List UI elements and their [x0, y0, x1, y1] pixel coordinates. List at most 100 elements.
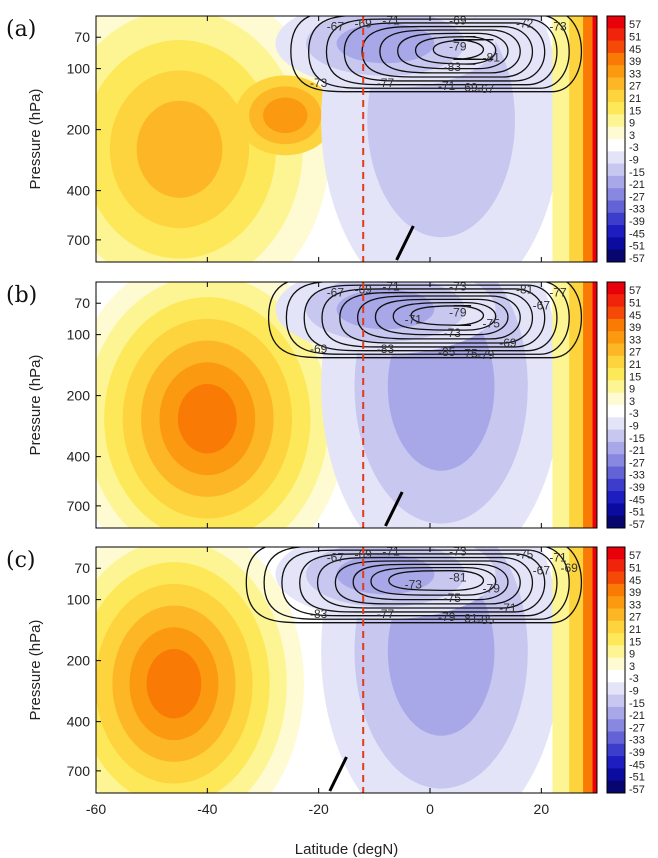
contour-label: -67 [327, 20, 345, 34]
colorbar-tick-label: 3 [629, 661, 635, 673]
y-tick-label: 70 [74, 560, 90, 576]
temperature-contour-line [263, 547, 570, 620]
colorbar-tick-label: 9 [629, 649, 635, 661]
colorbar-tick-label: -33 [629, 204, 645, 216]
colorbar-tick-label: 51 [629, 32, 641, 44]
colorbar-tick-label: 33 [629, 599, 641, 611]
y-tick-label: 200 [67, 388, 91, 404]
colorbar-swatch [607, 515, 625, 529]
temperature-contour-line [392, 301, 497, 331]
colorbar-swatch [607, 77, 625, 91]
y-tick-label: 700 [67, 232, 91, 248]
colorbar-tick-label: 39 [629, 322, 641, 334]
temperature-contour-line [325, 18, 558, 86]
contour-label: -77 [549, 286, 567, 300]
contour-label: -69 [560, 561, 578, 575]
colorbar: 575145393327211593-3-9-15-21-27-33-39-45… [606, 281, 645, 531]
colorbar-swatch [607, 331, 625, 344]
slanted-segment [384, 491, 404, 527]
y-tick-label: 400 [67, 183, 91, 199]
colorbar-tick-label: 9 [629, 384, 635, 396]
contour-label: -83 [377, 342, 395, 356]
temperature-contours [290, 16, 582, 93]
colorbar-tick-label: 51 [629, 563, 641, 575]
x-tick-label: -60 [86, 801, 106, 817]
colorbar-swatch [607, 355, 625, 369]
contour-label: -67 [327, 286, 345, 300]
colorbar-swatch [607, 768, 625, 782]
colorbar-tick-label: 39 [629, 56, 641, 68]
filled-contours [96, 547, 597, 793]
colorbar-swatch [607, 16, 625, 29]
contour-label: -79 [449, 306, 467, 320]
colorbar-tick-label: 21 [629, 93, 641, 105]
colorbar-tick-label: -57 [629, 253, 645, 265]
contour-label: -75 [460, 347, 478, 361]
colorbar-tick-label: 15 [629, 371, 641, 383]
temperature-contour-line [267, 282, 582, 359]
contour-label: -77 [377, 607, 395, 621]
colorbar-swatch [607, 52, 625, 66]
temperature-contour-line [388, 570, 485, 591]
colorbar: 575145393327211593-3-9-15-21-27-33-39-45… [606, 546, 645, 796]
colorbar-swatch [607, 405, 625, 418]
contour-label: -69 [355, 17, 373, 31]
contour-label: -73 [549, 20, 567, 34]
contour-label: -83 [310, 607, 328, 621]
colorbar-tick-label: -3 [629, 142, 639, 154]
colorbar-swatch [607, 756, 625, 769]
temperature-contour-line [303, 284, 558, 352]
temperature-contour-line [432, 39, 494, 60]
temperature-contour-line [285, 282, 570, 355]
contour-label: -71 [405, 312, 423, 326]
panel-label: (b) [6, 283, 37, 308]
colorbar-swatch [607, 731, 625, 745]
contour-label: -71 [382, 545, 400, 559]
y-tick-label: 100 [67, 61, 91, 77]
colorbar-tick-label: -21 [629, 710, 645, 722]
temperature-contour-line [343, 22, 546, 82]
colorbar-swatch [607, 175, 625, 189]
y-axis-title: Pressure (hPa) [27, 620, 44, 721]
colorbar-swatch [607, 571, 625, 585]
colorbar-swatch [607, 249, 625, 263]
filled-contours [96, 16, 597, 262]
x-tick-label: 0 [426, 801, 434, 817]
colorbar-swatch [607, 237, 625, 251]
temperature-contour-line [290, 16, 582, 93]
plot-frame [95, 15, 598, 263]
contour-label: -69 [310, 342, 328, 356]
contour-label: -71 [549, 551, 567, 565]
contour-label: -77 [377, 76, 395, 90]
colorbar-tick-label: -27 [629, 457, 645, 469]
colorbar-tick-label: 57 [629, 19, 641, 31]
colorbar-swatch [607, 706, 625, 720]
y-tick-label: 400 [67, 714, 91, 730]
temperature-contour-line [361, 25, 534, 78]
y-tick-label: 100 [67, 592, 91, 608]
colorbar-swatch [607, 306, 625, 320]
temperature-contour-line [379, 29, 521, 74]
warm-south-core-level-2 [263, 97, 308, 134]
contour-label: -85 [438, 345, 456, 359]
colorbar-swatch [607, 682, 625, 696]
warm-south-level-6 [177, 383, 237, 454]
contour-label: -81 [516, 283, 534, 297]
colorbar-swatch [607, 200, 625, 214]
warm-north-edge-4 [592, 282, 597, 528]
contour-label: -71 [382, 280, 400, 294]
temperature-contour-line [352, 563, 509, 601]
temperature-contour-line [321, 288, 546, 348]
colorbar-swatch [607, 596, 625, 609]
colorbar-swatch [607, 547, 625, 560]
colorbar-tick-label: -3 [629, 673, 639, 685]
contour-label: -73 [444, 326, 462, 340]
cool-upper-level-2 [336, 23, 435, 64]
x-axis-title: Latitude (degN) [295, 841, 398, 858]
temperature-contour-line [245, 547, 582, 624]
colorbar-tick-label: 9 [629, 118, 635, 130]
colorbar-tick-label: -21 [629, 179, 645, 191]
colorbar-swatch [607, 417, 625, 431]
colorbar-tick-label: -57 [629, 784, 645, 796]
